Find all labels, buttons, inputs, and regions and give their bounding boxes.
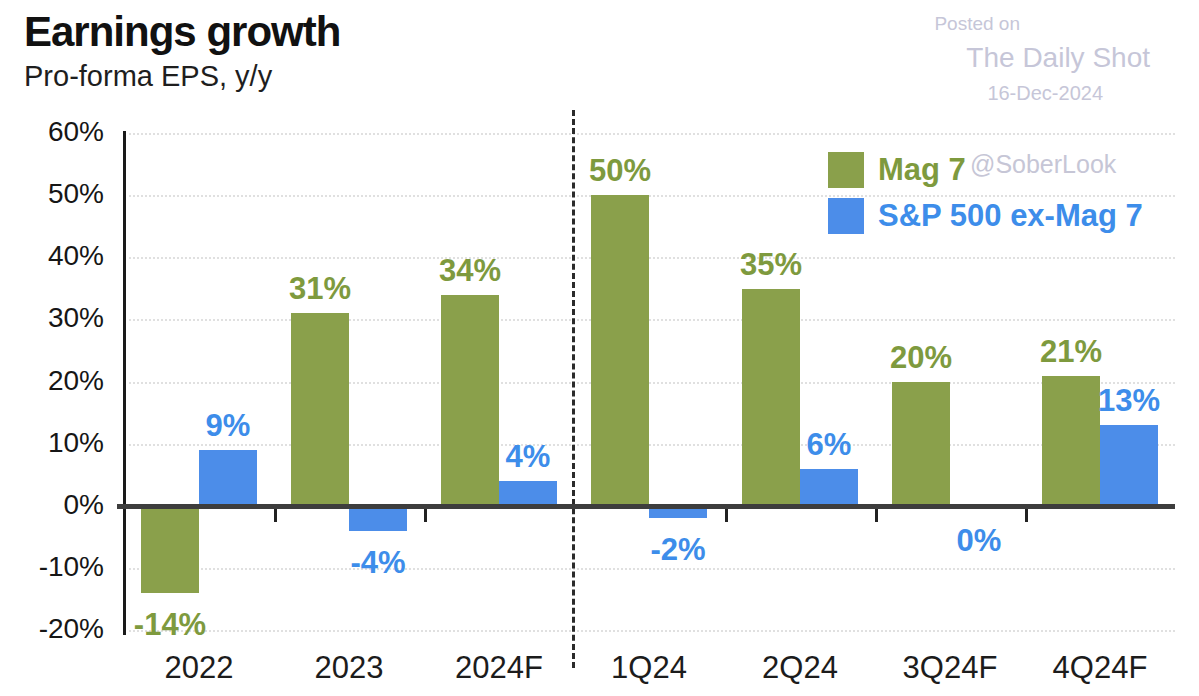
y-tick-label: 60% xyxy=(0,116,104,148)
x-axis-label-2q24: 2Q24 xyxy=(725,650,875,686)
data-label-s-p-500-ex-mag-7-1q24: -2% xyxy=(613,532,743,568)
bar-mag-7-1q24 xyxy=(591,195,649,506)
x-axis-label-2023: 2023 xyxy=(274,650,424,686)
legend-label-sp500: S&P 500 ex-Mag 7 xyxy=(878,198,1143,234)
bar-mag-7-3q24f xyxy=(892,382,950,506)
bar-s-p-500-ex-mag-7-4q24f xyxy=(1100,425,1158,506)
legend: Mag 7 S&P 500 ex-Mag 7 xyxy=(828,152,1143,244)
plot-area: 60% 50% 40% 30% 20% 10% 0% -10% -20% -14% 9% 31% -4… xyxy=(0,0,1199,696)
legend-swatch-sp500 xyxy=(828,198,864,234)
data-label-mag-7-2022: -14% xyxy=(105,607,235,643)
data-label-mag-7-2023: 31% xyxy=(255,271,385,307)
legend-label-mag7: Mag 7 xyxy=(878,152,966,188)
data-label-s-p-500-ex-mag-7-2024f: 4% xyxy=(463,439,593,475)
x-tick-mark xyxy=(725,509,728,522)
dashed-separator-line xyxy=(572,110,575,668)
legend-swatch-mag7 xyxy=(828,152,864,188)
x-axis-label-1q24: 1Q24 xyxy=(574,650,724,686)
x-axis-label-2022: 2022 xyxy=(124,650,274,686)
gridline xyxy=(124,568,1175,570)
bar-s-p-500-ex-mag-7-2024f xyxy=(499,481,557,506)
gridline xyxy=(124,133,1175,135)
data-label-s-p-500-ex-mag-7-4q24f: 13% xyxy=(1064,383,1194,419)
x-tick-mark xyxy=(1025,509,1028,522)
y-tick-label: 50% xyxy=(0,178,104,210)
gridline xyxy=(124,382,1175,384)
bar-s-p-500-ex-mag-7-2023 xyxy=(349,506,407,531)
legend-row-mag7: Mag 7 xyxy=(828,152,1143,188)
y-tick-label: 0% xyxy=(0,489,104,521)
data-label-mag-7-4q24f: 21% xyxy=(1006,334,1136,370)
x-tick-mark xyxy=(424,509,427,522)
x-axis-label-4q24f: 4Q24F xyxy=(1025,650,1175,686)
y-tick-label: 20% xyxy=(0,365,104,397)
bar-mag-7-2q24 xyxy=(742,289,800,506)
bar-s-p-500-ex-mag-7-2022 xyxy=(199,450,257,506)
data-label-s-p-500-ex-mag-7-2q24: 6% xyxy=(764,427,894,463)
bar-mag-7-2022 xyxy=(141,506,199,593)
gridline xyxy=(124,630,1175,632)
y-tick-label: 40% xyxy=(0,240,104,272)
y-tick-label: 30% xyxy=(0,302,104,334)
bar-mag-7-2023 xyxy=(291,313,349,506)
x-axis-label-3q24f: 3Q24F xyxy=(875,650,1025,686)
data-label-s-p-500-ex-mag-7-2023: -4% xyxy=(313,545,443,581)
data-label-mag-7-2024f: 34% xyxy=(405,253,535,289)
x-tick-mark xyxy=(875,509,878,522)
x-tick-mark xyxy=(274,509,277,522)
gridline xyxy=(124,319,1175,321)
data-label-s-p-500-ex-mag-7-3q24f: 0% xyxy=(914,523,1044,559)
y-axis-line xyxy=(123,131,126,635)
data-label-mag-7-2q24: 35% xyxy=(706,247,836,283)
x-axis-label-2024f: 2024F xyxy=(424,650,574,686)
data-label-mag-7-3q24f: 20% xyxy=(856,340,986,376)
gridline xyxy=(124,257,1175,259)
y-tick-label: -10% xyxy=(0,551,104,583)
chart-canvas: Earnings growth Pro-forma EPS, y/y Poste… xyxy=(0,0,1199,696)
y-tick-label: 10% xyxy=(0,427,104,459)
data-label-s-p-500-ex-mag-7-2022: 9% xyxy=(163,408,293,444)
bar-s-p-500-ex-mag-7-2q24 xyxy=(800,469,858,506)
data-label-mag-7-1q24: 50% xyxy=(555,153,685,189)
y-tick-label: -20% xyxy=(0,613,104,645)
legend-row-sp500: S&P 500 ex-Mag 7 xyxy=(828,198,1143,234)
